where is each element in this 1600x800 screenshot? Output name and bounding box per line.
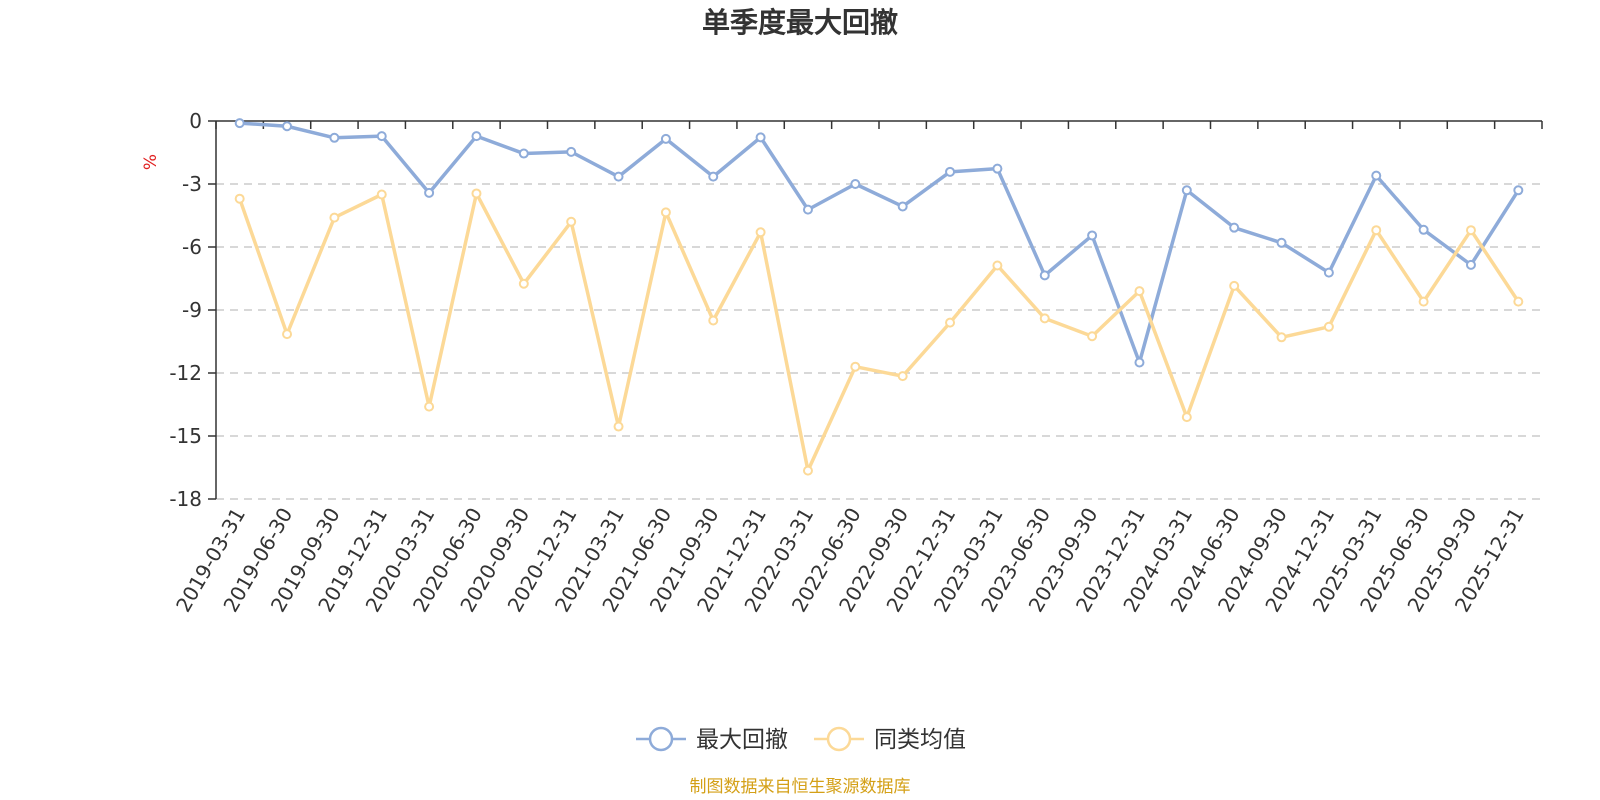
data-point[interactable] <box>1134 286 1145 297</box>
data-point[interactable] <box>329 212 340 223</box>
data-point[interactable] <box>1513 185 1524 196</box>
data-point[interactable] <box>1229 222 1240 233</box>
data-point[interactable] <box>1371 170 1382 181</box>
legend-marker <box>826 726 852 752</box>
data-point[interactable] <box>897 201 908 212</box>
data-point[interactable] <box>613 171 624 182</box>
data-point[interactable] <box>850 361 861 372</box>
data-point[interactable] <box>1039 313 1050 324</box>
y-tick-label: -9 <box>182 298 202 322</box>
y-axis-unit: % <box>141 154 161 170</box>
data-point[interactable] <box>850 179 861 189</box>
data-point[interactable] <box>1323 267 1334 278</box>
y-tick-label: 0 <box>189 109 202 133</box>
data-point[interactable] <box>755 132 766 143</box>
legend-item-0[interactable]: 最大回撤 <box>636 726 788 753</box>
data-point[interactable] <box>234 193 245 204</box>
data-point[interactable] <box>897 371 908 382</box>
data-point[interactable] <box>1039 270 1050 281</box>
data-point[interactable] <box>329 132 340 143</box>
data-point[interactable] <box>1323 321 1334 332</box>
data-point[interactable] <box>1181 412 1192 423</box>
data-point[interactable] <box>660 207 671 218</box>
data-point[interactable] <box>1229 280 1240 291</box>
data-point[interactable] <box>1181 185 1192 196</box>
data-point[interactable] <box>376 189 387 200</box>
series-lines <box>234 118 1524 476</box>
data-point[interactable] <box>660 133 671 144</box>
data-point[interactable] <box>708 315 719 326</box>
data-point[interactable] <box>802 465 813 476</box>
x-tick-labels: 2019-03-312019-06-302019-09-302019-12-31… <box>171 504 1529 617</box>
data-point[interactable] <box>566 146 577 157</box>
legend-label: 同类均值 <box>874 727 966 753</box>
data-point[interactable] <box>566 216 577 227</box>
data-point[interactable] <box>518 148 529 159</box>
data-point[interactable] <box>1513 296 1524 307</box>
data-point[interactable] <box>992 260 1003 271</box>
data-point[interactable] <box>282 121 293 132</box>
chart-title: 单季度最大回撤 <box>702 6 898 39</box>
data-point[interactable] <box>424 401 435 412</box>
data-point[interactable] <box>708 171 719 182</box>
data-point[interactable] <box>376 131 387 142</box>
y-tick-label: -3 <box>182 172 202 196</box>
legend-marker <box>648 726 674 752</box>
data-point[interactable] <box>471 188 482 199</box>
data-point[interactable] <box>1087 331 1098 342</box>
data-point[interactable] <box>471 131 482 142</box>
data-point[interactable] <box>1276 237 1287 248</box>
data-point[interactable] <box>945 166 956 177</box>
data-point[interactable] <box>1465 259 1476 270</box>
source-note: 制图数据来自恒生聚源数据库 <box>690 777 911 797</box>
data-point[interactable] <box>802 204 813 215</box>
legend-item-1[interactable]: 同类均值 <box>814 726 966 753</box>
data-point[interactable] <box>1087 230 1098 241</box>
data-point[interactable] <box>424 187 435 198</box>
data-point[interactable] <box>613 421 624 432</box>
data-point[interactable] <box>992 163 1003 174</box>
data-point[interactable] <box>282 329 293 340</box>
legend-label: 最大回撤 <box>696 727 788 753</box>
data-point[interactable] <box>945 317 956 328</box>
y-tick-label: -6 <box>182 235 202 259</box>
data-point[interactable] <box>1418 224 1429 235</box>
series-line-0 <box>239 121 1520 365</box>
data-point[interactable] <box>234 118 245 129</box>
data-point[interactable] <box>1371 225 1382 236</box>
data-point[interactable] <box>755 227 766 238</box>
data-point[interactable] <box>1276 332 1287 343</box>
series-line-1 <box>238 191 1520 473</box>
data-point[interactable] <box>1465 225 1476 236</box>
y-tick-label: -15 <box>169 424 202 448</box>
y-tick-label: -18 <box>169 487 202 511</box>
data-point[interactable] <box>1134 357 1145 368</box>
y-tick-labels: 0 -3 -6 -9 -12 -15 -18 <box>169 109 202 511</box>
data-point[interactable] <box>1418 296 1429 307</box>
data-point[interactable] <box>518 278 529 289</box>
y-tick-label: -12 <box>169 361 202 385</box>
legend[interactable]: 最大回撤 同类均值 <box>636 726 966 753</box>
